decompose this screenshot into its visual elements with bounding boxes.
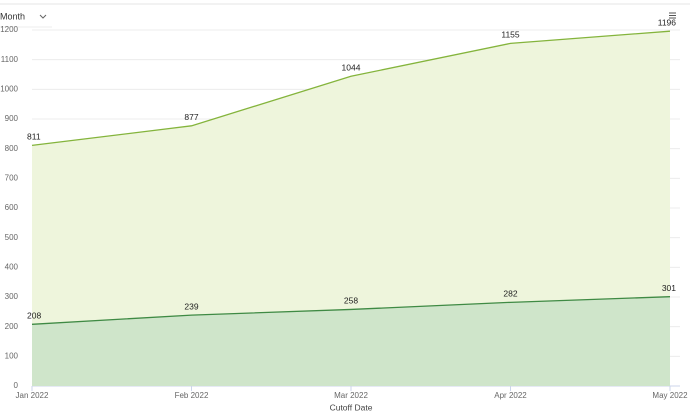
y-tick-label: 200 — [5, 322, 19, 331]
data-label: 1044 — [342, 63, 361, 73]
y-tick-label: 400 — [5, 262, 19, 271]
y-tick-label: 100 — [5, 351, 19, 360]
data-label: 1155 — [501, 30, 520, 40]
dropdown-label: Month — [0, 11, 25, 21]
period-dropdown[interactable]: Month — [0, 11, 52, 28]
data-label: 1196 — [658, 17, 677, 27]
x-tick-label: Jan 2022 — [16, 391, 49, 400]
dropdown-chevron — [39, 14, 47, 19]
menu-button[interactable] — [669, 12, 676, 19]
series-line — [31, 296, 671, 325]
y-tick-label: 1100 — [1, 55, 19, 64]
y-tick-label: 500 — [5, 233, 19, 242]
data-label: 301 — [662, 283, 676, 293]
y-tick-label: 900 — [5, 114, 19, 123]
series-line — [31, 30, 671, 147]
area-fill — [32, 296, 670, 386]
data-label: 877 — [184, 112, 198, 122]
area-fill — [32, 31, 670, 386]
x-tick-label: Mar 2022 — [334, 391, 368, 400]
data-label: 239 — [184, 301, 198, 311]
y-tick-label: 300 — [5, 292, 19, 301]
y-tick-label: 600 — [5, 203, 19, 212]
y-tick-label: 800 — [5, 144, 19, 153]
y-tick-label: 0 — [14, 381, 19, 390]
y-tick-label: 1000 — [0, 84, 18, 93]
data-label: 208 — [27, 311, 41, 321]
data-label: 258 — [344, 296, 358, 306]
y-tick-label: 700 — [5, 173, 19, 182]
data-label: 282 — [503, 289, 517, 299]
x-tick-label: May 2022 — [652, 391, 688, 400]
x-tick-label: Feb 2022 — [175, 391, 209, 400]
data-label: 811 — [27, 132, 41, 142]
y-tick-label: 1200 — [0, 25, 18, 34]
x-axis-title: Cutoff Date — [330, 402, 373, 412]
x-tick-label: Apr 2022 — [494, 391, 527, 400]
